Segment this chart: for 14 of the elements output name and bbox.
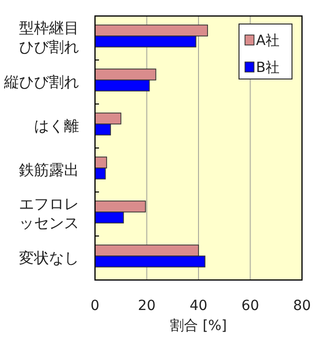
x-tick-label: 80 (293, 298, 311, 314)
y-tick-label: 縦ひび割れ (4, 72, 79, 92)
y-tick-label: エフロレッセンス (18, 195, 79, 233)
x-tick-label: 0 (90, 298, 100, 314)
x-tick-label: 60 (241, 298, 260, 314)
legend-label: B社 (256, 60, 280, 76)
x-axis-title: 割合 [%] (170, 318, 227, 334)
x-tick-label: 20 (138, 298, 156, 314)
legend-label: A社 (256, 33, 280, 49)
y-tick-label: 型枠継目ひび割れ (18, 19, 79, 57)
y-tick-label: 変状なし (19, 248, 79, 268)
y-tick-label: はく離 (34, 116, 79, 136)
x-tick-label: 40 (190, 298, 208, 314)
y-tick-label: 鉄筋露出 (19, 160, 79, 180)
